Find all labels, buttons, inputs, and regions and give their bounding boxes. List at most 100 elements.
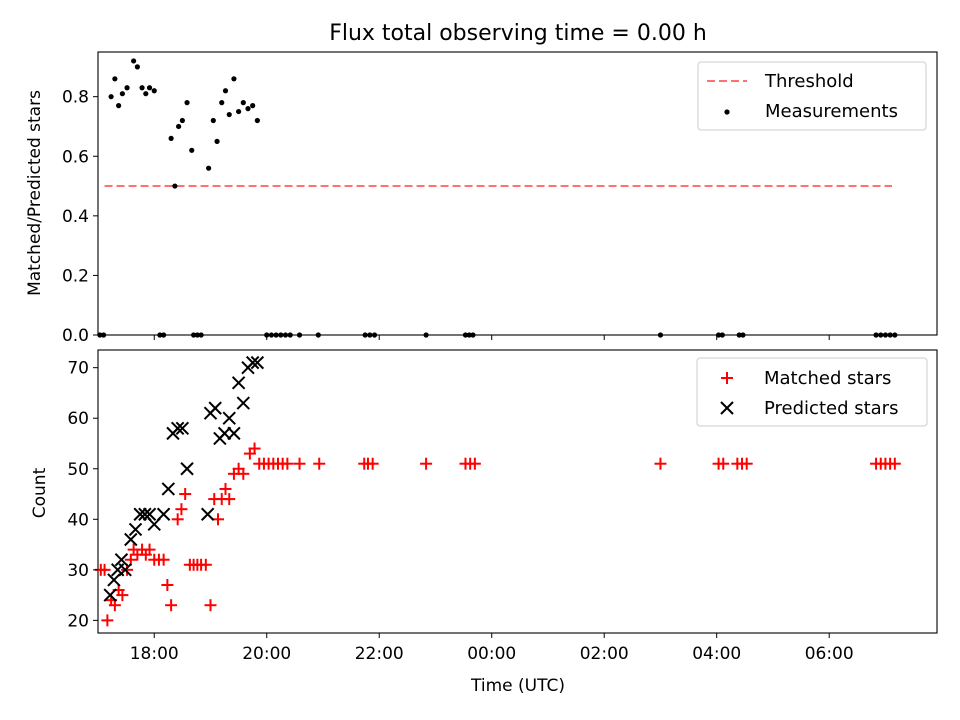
measurement-point — [189, 147, 195, 153]
predicted-star-marker — [245, 355, 260, 370]
predicted-star-marker — [227, 426, 241, 441]
y-tick-label: 30 — [67, 561, 89, 581]
matched-star-marker — [108, 599, 121, 612]
legend-matched-swatch — [721, 372, 733, 384]
matched-star-marker — [420, 457, 433, 470]
measurement-point — [119, 91, 125, 97]
measurement-point — [198, 332, 204, 338]
measurement-point — [226, 111, 232, 118]
predicted-star-marker — [114, 553, 129, 567]
matched-star-marker — [204, 599, 217, 612]
ratio-legend: Threshold Measurements — [697, 61, 927, 131]
predicted-star-marker — [231, 376, 246, 390]
measurement-point — [143, 91, 149, 97]
predicted-star-marker — [118, 563, 132, 577]
measurement-point — [214, 138, 220, 144]
x-axis-label: Time (UTC) — [470, 676, 565, 696]
measurement-point — [254, 117, 260, 124]
measurement-point — [887, 332, 893, 338]
count-predicted-points — [103, 355, 265, 602]
measurement-point — [245, 106, 251, 112]
count-panel: 20 30 40 50 60 70 18:00 20:00 22:00 00:00 02:00 04… — [30, 349, 938, 696]
matched-star-marker — [161, 578, 174, 591]
legend-measurements-label: Measurements — [765, 101, 898, 122]
measurement-point — [124, 85, 130, 91]
matched-star-marker — [468, 457, 481, 470]
ratio-y-axis-label: Matched/Predicted stars — [25, 90, 45, 296]
measurement-point — [715, 332, 722, 338]
measurement-point — [282, 332, 289, 338]
measurement-point — [191, 332, 197, 338]
measurement-point — [740, 332, 746, 338]
predicted-star-marker — [161, 482, 176, 496]
measurement-point — [423, 332, 429, 338]
matched-star-marker — [293, 457, 306, 470]
y-tick-label: 70 — [67, 359, 89, 379]
y-tick-label: 0.8 — [62, 88, 89, 108]
measurement-point — [101, 332, 107, 338]
measurement-point — [172, 183, 178, 189]
ratio-legend-box — [697, 61, 927, 131]
measurement-point — [131, 58, 137, 64]
measurement-point — [112, 76, 118, 82]
predicted-star-marker — [124, 532, 138, 547]
x-tick-label: 04:00 — [692, 644, 741, 664]
x-tick-label: 00:00 — [467, 644, 516, 664]
matched-star-marker — [223, 493, 236, 506]
matched-star-marker — [366, 457, 379, 470]
measurement-point — [278, 332, 284, 338]
x-tick-label: 20:00 — [242, 644, 291, 664]
ratio-measurement-points — [97, 58, 898, 338]
measurement-point — [210, 117, 216, 124]
matched-star-marker — [116, 589, 129, 602]
count-plot-area — [97, 349, 938, 634]
measurement-point — [206, 165, 212, 171]
matched-star-marker — [740, 457, 753, 470]
predicted-star-marker — [142, 507, 157, 521]
y-tick-label: 20 — [67, 611, 89, 631]
matched-star-marker — [248, 442, 261, 455]
measurement-point — [719, 332, 725, 338]
measurement-point — [371, 332, 378, 338]
predicted-star-marker — [236, 396, 251, 410]
count-legend: Matched stars Predicted stars — [696, 357, 928, 427]
ratio-x-ticks — [153, 335, 830, 340]
measurement-point — [892, 332, 898, 338]
measurement-point — [268, 332, 275, 338]
count-y-axis-label: Count — [30, 467, 50, 518]
matched-star-marker — [888, 457, 901, 470]
y-tick-label: 0.0 — [62, 326, 89, 346]
legend-matched-label: Matched stars — [764, 368, 891, 389]
measurement-point — [176, 123, 182, 130]
matched-star-marker — [165, 599, 178, 612]
matched-star-marker — [98, 563, 111, 576]
measurement-point — [151, 88, 157, 94]
legend-predicted-label: Predicted stars — [764, 398, 898, 419]
measurement-point — [250, 103, 256, 109]
measurement-point — [462, 332, 469, 338]
ratio-panel: 0.00.20.40.60.8 Matched/Predicted stars … — [25, 51, 938, 346]
predicted-star-marker — [222, 411, 236, 425]
measurement-point — [362, 332, 368, 338]
measurement-point — [873, 332, 879, 338]
measurement-point — [466, 332, 472, 338]
chart-title: Flux total observing time = 0.00 h — [329, 21, 707, 46]
predicted-star-marker — [175, 421, 190, 436]
count-matched-points — [94, 442, 901, 627]
matched-star-marker — [157, 553, 170, 566]
matched-star-marker — [175, 503, 188, 516]
matched-star-marker — [281, 457, 294, 470]
measurement-point — [139, 85, 145, 91]
legend-threshold-label: Threshold — [764, 71, 854, 92]
measurement-point — [878, 332, 884, 338]
measurement-point — [287, 332, 293, 338]
measurement-point — [146, 85, 153, 91]
measurement-point — [168, 135, 174, 141]
measurement-point — [315, 332, 321, 338]
y-tick-label: 0.2 — [62, 266, 89, 286]
x-tick-label: 02:00 — [580, 644, 629, 664]
measurement-point — [236, 108, 242, 115]
matched-star-marker — [199, 558, 212, 571]
measurement-point — [296, 332, 303, 338]
